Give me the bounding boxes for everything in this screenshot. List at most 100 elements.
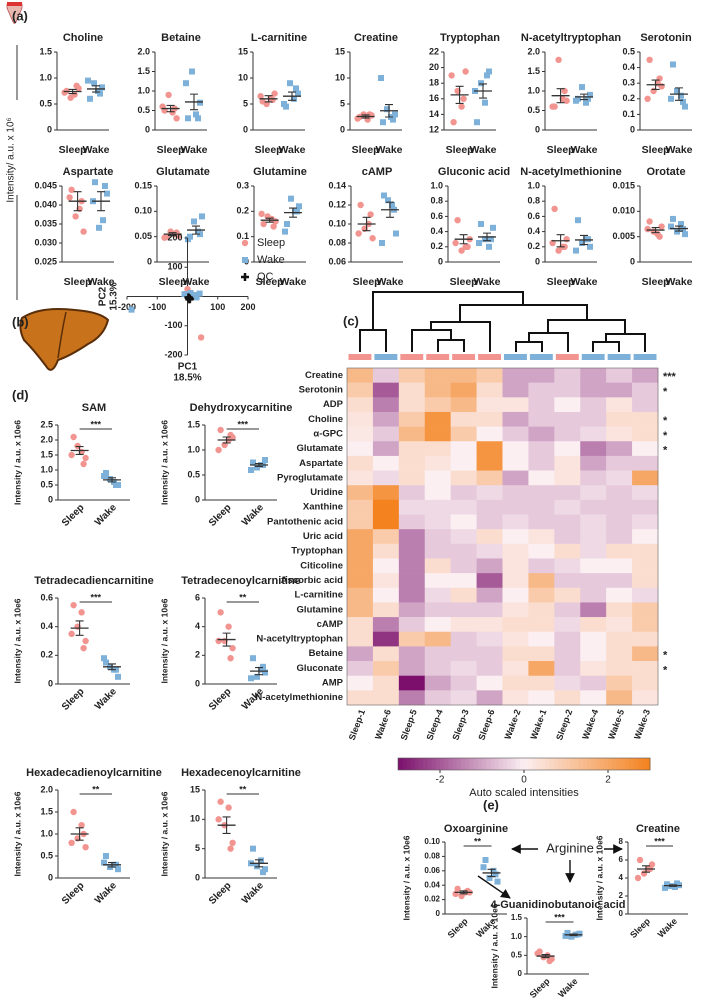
y-tick-label: 0.6 xyxy=(40,592,53,602)
heat-cell xyxy=(476,485,503,501)
data-point xyxy=(215,446,222,454)
x-tick-label: Sleep xyxy=(159,276,187,288)
data-point xyxy=(68,630,75,638)
heat-cell xyxy=(580,441,607,457)
colorbar-segment xyxy=(444,758,449,770)
heat-cell xyxy=(502,426,529,442)
colorbar-segment xyxy=(536,758,542,770)
data-point xyxy=(670,215,676,222)
row-label: Aspartate xyxy=(299,458,343,469)
heat-cell xyxy=(372,617,400,633)
heat-cell xyxy=(372,631,400,647)
heat-cell xyxy=(502,514,529,530)
error-bar xyxy=(289,207,297,218)
data-point xyxy=(107,476,113,482)
error-bar xyxy=(362,216,371,232)
data-point xyxy=(674,88,680,94)
data-point xyxy=(452,239,459,247)
heat-cell xyxy=(606,631,633,647)
data-point xyxy=(217,609,224,616)
data-point xyxy=(70,601,77,609)
dendrogram xyxy=(359,291,646,352)
data-point xyxy=(99,84,105,91)
heat-cell xyxy=(424,455,451,471)
data-point xyxy=(464,243,471,250)
significance-label: * xyxy=(663,444,668,456)
y-axis-label: Intensity / a.u. x 10e6 xyxy=(12,791,22,876)
heat-cell xyxy=(606,382,633,398)
heat-cell xyxy=(580,382,607,398)
heat-cell xyxy=(580,529,607,545)
data-point xyxy=(248,467,254,473)
y-tick-label: 5 xyxy=(195,843,200,853)
panel-title: Betaine xyxy=(161,32,201,44)
heat-cell xyxy=(372,675,400,691)
x-tick-label: Wake xyxy=(665,276,692,288)
data-point xyxy=(82,637,89,645)
data-point xyxy=(454,217,461,224)
row-label: Glutamate xyxy=(297,443,343,454)
data-point xyxy=(260,220,267,228)
heat-cell xyxy=(632,529,659,545)
data-point xyxy=(476,240,482,246)
heat-cell xyxy=(502,587,529,603)
panel-label: (a) xyxy=(12,8,28,23)
data-point xyxy=(101,473,107,479)
y-tick-label: 0.2 xyxy=(236,206,249,216)
data-point xyxy=(486,875,493,881)
data-point xyxy=(392,111,398,118)
column-label: Sleep-6 xyxy=(476,708,496,742)
heat-cell xyxy=(632,470,659,486)
x-tick-label: Wake xyxy=(469,144,496,156)
y-axis-label: Intensity / a.u. x 10e6 xyxy=(159,420,169,505)
data-point xyxy=(563,97,570,104)
data-point xyxy=(70,808,77,816)
heat-cell xyxy=(502,499,529,515)
heat-cell xyxy=(580,455,607,471)
heat-cell xyxy=(347,646,374,662)
data-point xyxy=(80,644,87,652)
heat-cell xyxy=(632,514,659,530)
y-tick-label: 0.10 xyxy=(134,206,152,216)
y-tick-label: 0.5 xyxy=(511,950,523,959)
shared-y-label: Intensity/ a.u. x 10⁶ xyxy=(6,117,17,202)
heat-cell xyxy=(528,529,555,545)
data-point xyxy=(546,957,553,965)
panel-title: Creatine xyxy=(354,32,398,44)
heat-cell xyxy=(450,617,477,633)
data-point xyxy=(381,192,387,199)
heat-cell xyxy=(450,587,477,603)
error-bar xyxy=(68,88,77,95)
data-point xyxy=(385,197,391,204)
heat-cell xyxy=(347,455,374,471)
heat-cell xyxy=(450,382,477,398)
error-bar xyxy=(108,663,116,671)
heat-cell xyxy=(632,426,659,442)
colorbar-segment xyxy=(574,758,580,770)
heat-cell xyxy=(424,661,451,676)
data-point xyxy=(97,90,103,97)
heat-cell xyxy=(424,631,451,647)
data-point xyxy=(478,221,484,227)
heat-cell xyxy=(632,543,659,559)
data-point xyxy=(287,80,293,87)
heat-cell xyxy=(372,455,400,471)
y-tick-label: 0 xyxy=(436,909,441,918)
heat-cell xyxy=(502,690,529,706)
y-tick-label: 0.06 xyxy=(328,256,346,266)
legend-marker xyxy=(241,239,249,247)
x-tick-label: Sleep xyxy=(255,144,283,156)
heat-cell xyxy=(372,426,400,442)
column-label: Wake-3 xyxy=(632,708,652,741)
data-point xyxy=(486,68,492,75)
y-tick-label: 0.6 xyxy=(527,211,540,221)
data-point xyxy=(115,866,121,873)
y-tick-label: 2.0 xyxy=(40,434,53,444)
y-tick-label: 0 xyxy=(630,256,635,266)
row-label: ADP xyxy=(323,399,344,410)
group-strip xyxy=(348,354,372,360)
colorbar-segment xyxy=(494,758,500,770)
x-tick-label: Sleep xyxy=(59,144,87,156)
heat-cell xyxy=(476,514,503,530)
panel-label: (d) xyxy=(12,387,29,402)
